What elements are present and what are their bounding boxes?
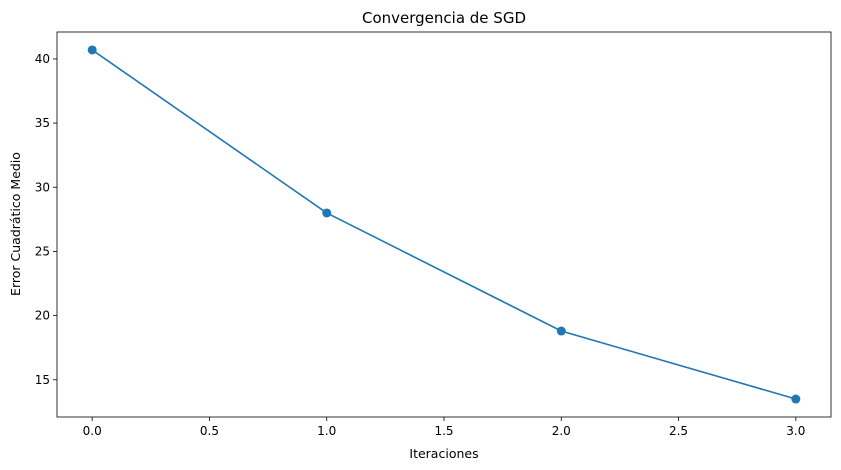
x-tick-label: 1.0 [317,424,336,438]
y-tick-label: 40 [35,52,50,66]
x-tick-label: 1.5 [434,424,453,438]
chart-title: Convergencia de SGD [362,9,526,27]
data-point [556,326,566,336]
y-tick-label: 30 [35,180,50,194]
y-tick-label: 35 [35,116,50,130]
series-line [91,49,797,400]
y-axis-label: Error Cuadrático Medio [8,152,23,296]
y-tick-label: 15 [35,373,50,387]
data-point [87,45,97,55]
y-axis: 15 20 25 30 35 40 [35,52,57,387]
y-tick-label: 25 [35,244,50,258]
y-tick-label: 20 [35,309,50,323]
series-group [87,45,801,404]
x-axis-label: Iteraciones [409,446,478,461]
x-tick-label: 2.0 [552,424,571,438]
x-tick-label: 0.0 [83,424,102,438]
x-tick-label: 2.5 [669,424,688,438]
data-point [322,208,332,218]
x-tick-label: 0.5 [200,424,219,438]
x-tick-label: 3.0 [786,424,805,438]
data-point [791,394,801,404]
x-axis: 0.0 0.5 1.0 1.5 2.0 2.5 3.0 [83,417,805,438]
plot-area [56,31,832,418]
